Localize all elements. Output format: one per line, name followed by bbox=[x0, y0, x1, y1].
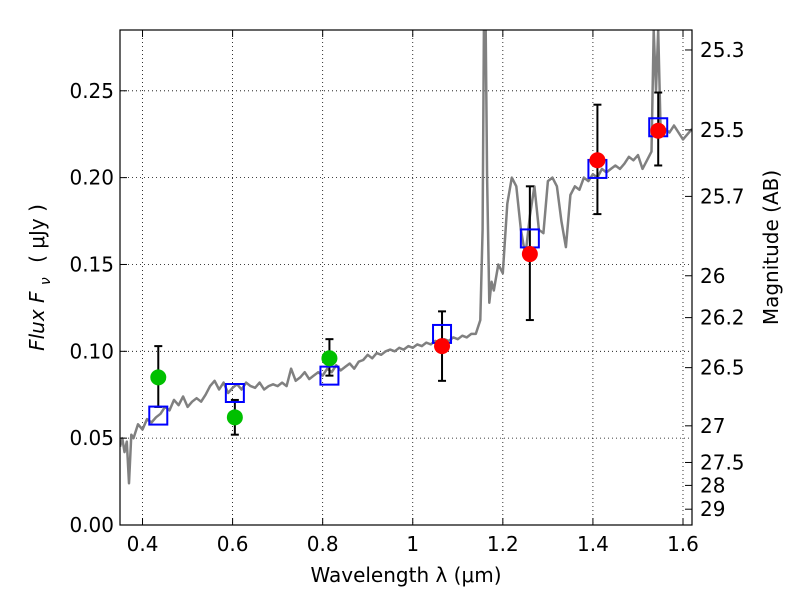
model-square bbox=[224, 383, 245, 403]
y-tick-label: 0.15 bbox=[69, 252, 114, 276]
model-squares-layer bbox=[148, 117, 669, 426]
x-tick-label: 0.4 bbox=[127, 532, 159, 556]
x-tick-label: 1.2 bbox=[487, 532, 519, 556]
photometry-point bbox=[226, 409, 243, 426]
right-tick-label: 25.5 bbox=[700, 118, 745, 142]
plot-frame bbox=[119, 29, 693, 526]
photometry-point bbox=[150, 369, 167, 386]
photometry-points-layer bbox=[150, 122, 667, 426]
model-square bbox=[319, 365, 340, 386]
model-square bbox=[148, 405, 169, 426]
photometry-point bbox=[521, 246, 538, 263]
right-tick-label: 25.3 bbox=[700, 38, 745, 62]
photometry-point bbox=[650, 122, 667, 139]
y-tick-label: 0.05 bbox=[69, 426, 114, 450]
right-tick-label: 26.2 bbox=[700, 306, 745, 330]
x-tick-label: 0.8 bbox=[307, 532, 339, 556]
right-tick-label: 28 bbox=[700, 473, 725, 497]
right-tick-label: 25.7 bbox=[700, 184, 745, 208]
spectrum-line bbox=[120, 30, 692, 485]
y-tick-label: 0.25 bbox=[69, 79, 114, 103]
right-tick-label: 29 bbox=[700, 497, 725, 521]
right-tick-label: 26.5 bbox=[700, 356, 745, 380]
axis-ticks: 0.4 0.6 0.8 1 1.2 1.4 1.6 0.00 0.05 0.10 0.15 0.20 0… bbox=[69, 30, 745, 556]
x-tick-label: 1.6 bbox=[667, 532, 699, 556]
spectrum-line-layer bbox=[120, 30, 692, 485]
y-axis-label-unit: ( μJy ) bbox=[25, 204, 49, 263]
right-tick-label: 26 bbox=[700, 264, 725, 288]
y-axis-label-main: Flux F bbox=[25, 291, 49, 351]
x-tick-label: 1.4 bbox=[577, 532, 609, 556]
y-axis-label: Flux F ν ( μJy ) bbox=[25, 204, 55, 351]
y-tick-label: 0.00 bbox=[69, 513, 114, 537]
grid-lines bbox=[120, 30, 692, 526]
y-tick-label: 0.10 bbox=[69, 339, 114, 363]
photometry-point bbox=[321, 350, 338, 367]
y-axis-label-sub: ν bbox=[38, 277, 54, 285]
x-axis-label: Wavelength λ (μm) bbox=[310, 563, 501, 587]
x-tick-label: 0.6 bbox=[217, 532, 249, 556]
right-axis-label: Magnitude (AB) bbox=[759, 170, 783, 325]
right-tick-label: 27.5 bbox=[700, 450, 745, 474]
y-tick-label: 0.20 bbox=[69, 166, 114, 190]
x-tick-label: 1 bbox=[406, 532, 419, 556]
photometry-point bbox=[589, 152, 606, 169]
photometry-point bbox=[434, 338, 451, 355]
right-tick-label: 27 bbox=[700, 414, 725, 438]
